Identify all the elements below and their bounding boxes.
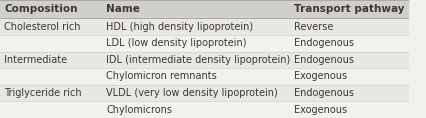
Text: Reverse: Reverse [294,22,333,32]
Text: LDL (low density lipoprotein): LDL (low density lipoprotein) [106,38,247,48]
Text: Name: Name [106,4,140,14]
Bar [0,0,408,18]
Bar [0,52,408,68]
Text: Chylomicron remnants: Chylomicron remnants [106,72,217,81]
Text: VLDL (very low density lipoprotein): VLDL (very low density lipoprotein) [106,88,278,98]
Bar [0,18,408,35]
Bar [0,35,408,52]
Bar [0,101,408,118]
Text: Endogenous: Endogenous [294,38,354,48]
Text: Triglyceride rich: Triglyceride rich [4,88,82,98]
Text: Chylomicrons: Chylomicrons [106,105,172,115]
Bar [0,85,408,101]
Bar [0,68,408,85]
Text: Cholesterol rich: Cholesterol rich [4,22,81,32]
Text: Exogenous: Exogenous [294,72,347,81]
Text: HDL (high density lipoprotein): HDL (high density lipoprotein) [106,22,253,32]
Text: IDL (intermediate density lipoprotein): IDL (intermediate density lipoprotein) [106,55,290,65]
Text: Intermediate: Intermediate [4,55,67,65]
Text: Exogenous: Exogenous [294,105,347,115]
Text: Endogenous: Endogenous [294,88,354,98]
Text: Transport pathway: Transport pathway [294,4,404,14]
Text: Endogenous: Endogenous [294,55,354,65]
Text: Composition: Composition [4,4,78,14]
